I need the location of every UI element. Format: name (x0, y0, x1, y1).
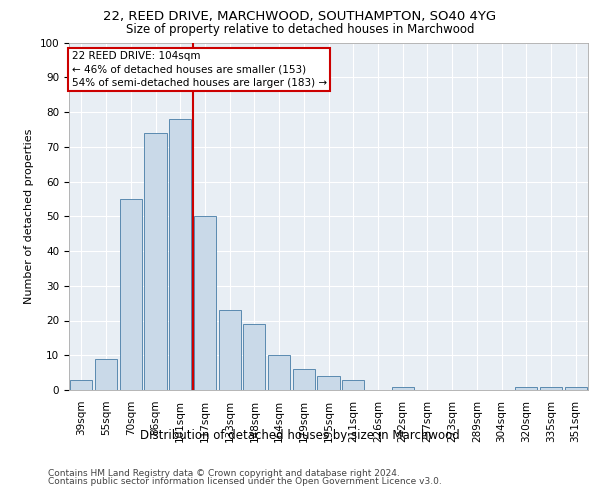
Text: Contains HM Land Registry data © Crown copyright and database right 2024.: Contains HM Land Registry data © Crown c… (48, 468, 400, 477)
Bar (243, 324, 265, 390)
Bar (540, 386, 562, 390)
Bar (218, 310, 241, 390)
Y-axis label: Number of detached properties: Number of detached properties (24, 128, 34, 304)
Text: Distribution of detached houses by size in Marchwood: Distribution of detached houses by size … (140, 430, 460, 442)
Bar (169, 119, 191, 390)
Bar (70, 380, 92, 390)
Text: Size of property relative to detached houses in Marchwood: Size of property relative to detached ho… (126, 22, 474, 36)
Text: 22, REED DRIVE, MARCHWOOD, SOUTHAMPTON, SO40 4YG: 22, REED DRIVE, MARCHWOOD, SOUTHAMPTON, … (103, 10, 497, 23)
Bar (145, 133, 167, 390)
Bar (293, 369, 315, 390)
Bar (515, 386, 538, 390)
Text: Contains public sector information licensed under the Open Government Licence v3: Contains public sector information licen… (48, 477, 442, 486)
Bar (194, 216, 216, 390)
Bar (342, 380, 364, 390)
Bar (119, 199, 142, 390)
Bar (392, 386, 414, 390)
Bar (95, 358, 117, 390)
Bar (268, 355, 290, 390)
Bar (565, 386, 587, 390)
Bar (317, 376, 340, 390)
Text: 22 REED DRIVE: 104sqm
← 46% of detached houses are smaller (153)
54% of semi-det: 22 REED DRIVE: 104sqm ← 46% of detached … (71, 51, 327, 88)
